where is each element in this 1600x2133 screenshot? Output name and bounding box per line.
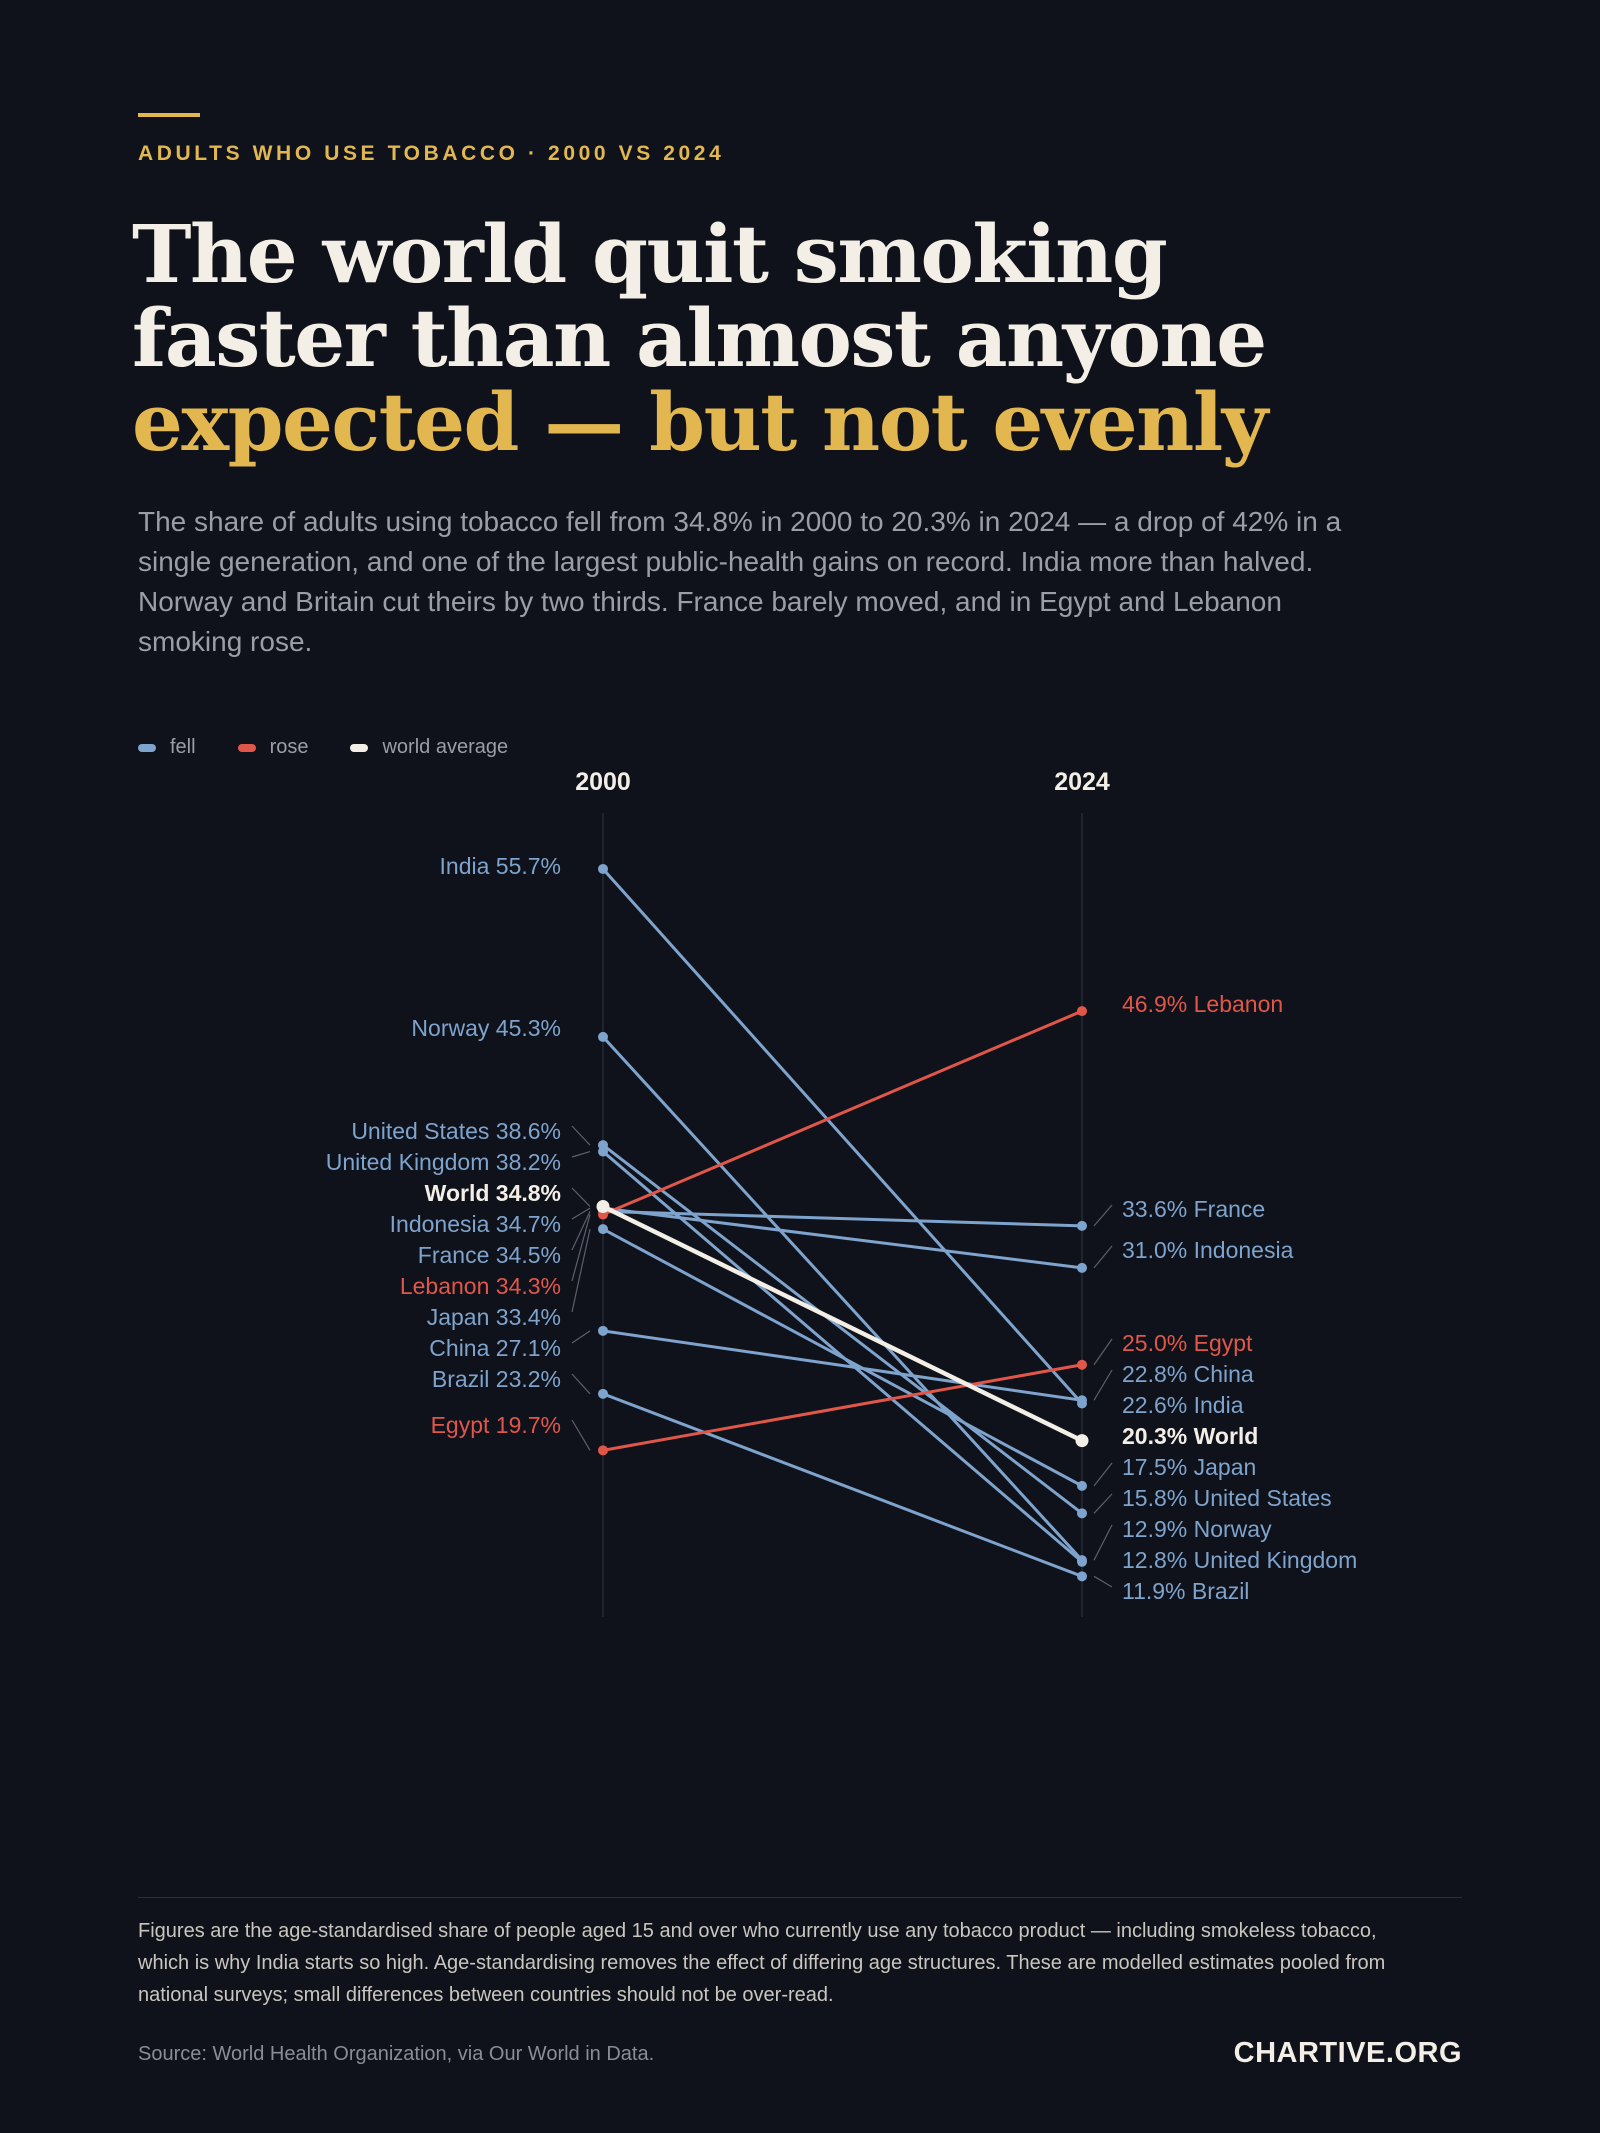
label-2024-united-kingdom: 12.8% United Kingdom: [1122, 1547, 1357, 1573]
label-2024-japan: 17.5% Japan: [1122, 1454, 1256, 1480]
leader-left-world: [571, 1187, 591, 1207]
point-2024-united-states: [1077, 1508, 1087, 1519]
point-2000-norway: [598, 1031, 608, 1042]
leader-left-brazil: [571, 1373, 591, 1395]
point-2000-united-kingdom: [598, 1146, 608, 1157]
axis-header-2000: 2000: [575, 768, 631, 796]
label-2024-china: 22.8% China: [1122, 1361, 1254, 1387]
leader-right-france: [1093, 1204, 1113, 1227]
axis-header-2024: 2024: [1054, 768, 1110, 796]
footer-rule: [138, 1897, 1462, 1898]
slope-line-india: [601, 867, 1084, 1406]
legend-item-fell: fell: [138, 736, 196, 759]
label-2000-egypt: Egypt 19.7%: [431, 1412, 561, 1438]
leader-right-egypt: [1093, 1338, 1113, 1366]
brand-logo: CHARTIVE.ORG: [1233, 2037, 1462, 2069]
source-note: Source: World Health Organization, via O…: [138, 2043, 655, 2065]
label-2000-lebanon: Lebanon 34.3%: [400, 1273, 561, 1299]
point-2024-world: [1075, 1434, 1089, 1448]
point-2000-egypt: [598, 1445, 608, 1456]
slope-line-brazil: [601, 1392, 1084, 1578]
label-2000-united-kingdom: United Kingdom 38.2%: [326, 1149, 561, 1175]
leader-left-china: [571, 1330, 591, 1344]
leader-right-japan: [1093, 1462, 1113, 1487]
label-2000-norway: Norway 45.3%: [411, 1015, 561, 1041]
accent-rule: [138, 113, 200, 117]
point-2024-egypt: [1077, 1359, 1087, 1370]
legend-swatch-world: [350, 743, 369, 752]
legend: fell rose world average: [138, 736, 508, 759]
label-2024-india: 22.6% India: [1122, 1392, 1244, 1418]
label-2000-france: France 34.5%: [418, 1242, 561, 1268]
leader-left-lebanon: [571, 1214, 591, 1282]
point-2024-france: [1077, 1220, 1087, 1231]
point-2000-brazil: [598, 1388, 608, 1399]
kicker: ADULTS WHO USE TOBACCO · 2000 VS 2024: [138, 142, 725, 165]
point-2000-world: [596, 1199, 610, 1213]
footnote: Figures are the age-standardised share o…: [138, 1920, 1386, 2006]
label-2000-brazil: Brazil 23.2%: [432, 1366, 561, 1392]
leader-left-france: [571, 1211, 591, 1251]
headline: The world quit smoking faster than almos…: [132, 212, 1432, 464]
label-2000-india: India 55.7%: [440, 853, 561, 879]
legend-label-fell: fell: [170, 736, 196, 758]
label-2000-indonesia: Indonesia 34.7%: [390, 1211, 561, 1237]
legend-label-rose: rose: [269, 736, 309, 758]
point-2024-china: [1077, 1395, 1087, 1406]
leader-left-united-states: [571, 1125, 591, 1146]
point-2000-japan: [598, 1224, 608, 1235]
legend-label-world: world average: [382, 736, 509, 758]
leader-right-china: [1093, 1369, 1113, 1401]
point-2024-brazil: [1077, 1571, 1087, 1582]
leader-right-united-states: [1093, 1493, 1113, 1514]
leader-left-japan: [571, 1228, 591, 1313]
legend-item-world: world average: [350, 736, 508, 759]
point-2024-united-kingdom: [1077, 1556, 1087, 1567]
point-2024-indonesia: [1077, 1262, 1087, 1273]
legend-swatch-rose: [237, 743, 256, 752]
label-2024-norway: 12.9% Norway: [1122, 1516, 1272, 1542]
legend-item-rose: rose: [237, 736, 309, 759]
legend-swatch-fell: [138, 743, 156, 752]
point-2000-china: [598, 1325, 608, 1336]
leader-right-norway: [1093, 1524, 1113, 1561]
point-2024-lebanon: [1077, 1006, 1087, 1017]
slope-line-china: [601, 1329, 1084, 1402]
leader-left-egypt: [571, 1419, 591, 1451]
label-2000-china: China 27.1%: [429, 1335, 561, 1361]
slope-line-egypt: [601, 1363, 1084, 1452]
slope-line-world: [600, 1204, 1085, 1443]
headline-highlight: expected — but not evenly: [132, 375, 1268, 469]
label-2024-egypt: 25.0% Egypt: [1122, 1330, 1253, 1356]
label-2024-lebanon: 46.9% Lebanon: [1122, 991, 1283, 1017]
slope-line-japan: [601, 1227, 1084, 1488]
headline-line-2: faster than almost anyone: [132, 291, 1267, 385]
label-2024-world: 20.3% World: [1122, 1423, 1258, 1449]
slope-line-norway: [601, 1035, 1084, 1562]
point-2024-japan: [1077, 1480, 1087, 1491]
label-2024-united-states: 15.8% United States: [1122, 1485, 1332, 1511]
dek: The share of adults using tobacco fell f…: [138, 506, 1342, 657]
headline-line-1: The world quit smoking: [132, 207, 1168, 301]
leader-left-united-kingdom: [571, 1150, 591, 1158]
label-2000-united-states: United States 38.6%: [351, 1118, 561, 1144]
label-2000-japan: Japan 33.4%: [427, 1304, 561, 1330]
label-2024-brazil: 11.9% Brazil: [1122, 1578, 1249, 1604]
label-2024-france: 33.6% France: [1122, 1196, 1265, 1222]
slope-line-france: [601, 1209, 1084, 1228]
label-2024-indonesia: 31.0% Indonesia: [1122, 1237, 1294, 1263]
leader-right-indonesia: [1093, 1245, 1113, 1269]
leader-left-indonesia: [571, 1207, 591, 1220]
leader-right-brazil: [1093, 1575, 1113, 1588]
label-2000-world: World 34.8%: [425, 1180, 561, 1206]
slope-line-united-states: [601, 1143, 1084, 1515]
point-2000-india: [598, 863, 608, 874]
slope-line-lebanon: [601, 1009, 1084, 1217]
slope-line-indonesia: [601, 1206, 1084, 1270]
